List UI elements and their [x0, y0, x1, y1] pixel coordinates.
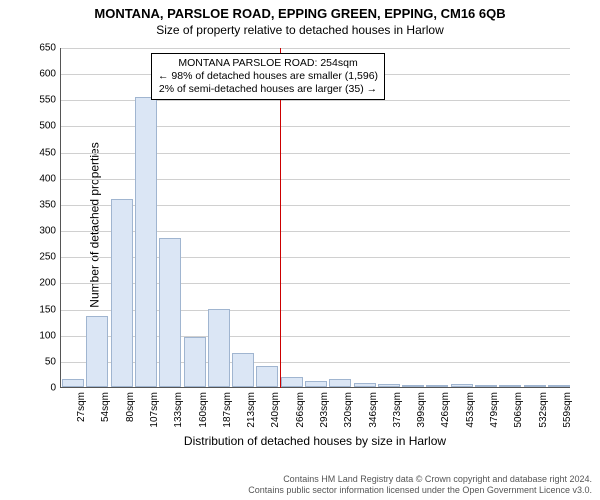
x-tick-label: 453sqm — [465, 392, 476, 432]
x-axis-label: Distribution of detached houses by size … — [60, 434, 570, 448]
histogram-bar — [184, 337, 206, 387]
x-tick-label: 426sqm — [440, 392, 451, 432]
y-tick-label: 250 — [26, 252, 56, 263]
histogram-bar — [111, 199, 133, 387]
histogram-bar — [62, 379, 84, 387]
x-tick-label: 506sqm — [513, 392, 524, 432]
x-tick-label: 266sqm — [295, 392, 306, 432]
y-tick-label: 100 — [26, 330, 56, 341]
histogram-bar — [208, 309, 230, 387]
y-tick-label: 150 — [26, 304, 56, 315]
y-tick-label: 500 — [26, 121, 56, 132]
chart-title: MONTANA, PARSLOE ROAD, EPPING GREEN, EPP… — [0, 0, 600, 21]
x-tick-label: 532sqm — [538, 392, 549, 432]
annotation-line2: ← 98% of detached houses are smaller (1,… — [158, 70, 378, 83]
footer-line1: Contains HM Land Registry data © Crown c… — [248, 474, 592, 485]
histogram-bar — [402, 385, 424, 387]
x-tick-label: 346sqm — [368, 392, 379, 432]
histogram-bar — [354, 383, 376, 387]
x-tick-label: 399sqm — [416, 392, 427, 432]
chart-area: Number of detached properties MONTANA PA… — [60, 48, 570, 413]
histogram-bar — [159, 238, 181, 387]
x-tick-label: 373sqm — [392, 392, 403, 432]
y-tick-label: 350 — [26, 199, 56, 210]
gridline — [61, 48, 570, 49]
histogram-bar — [524, 385, 546, 387]
x-tick-label: 54sqm — [100, 392, 111, 432]
y-tick-label: 50 — [26, 356, 56, 367]
annotation-line3: 2% of semi-detached houses are larger (3… — [158, 83, 378, 96]
x-tick-label: 133sqm — [173, 392, 184, 432]
histogram-bar — [256, 366, 278, 387]
plot-region: MONTANA PARSLOE ROAD: 254sqm ← 98% of de… — [60, 48, 570, 388]
footer-line2: Contains public sector information licen… — [248, 485, 592, 496]
footer-attribution: Contains HM Land Registry data © Crown c… — [248, 474, 592, 496]
histogram-bar — [548, 385, 570, 387]
histogram-bar — [86, 316, 108, 387]
histogram-bar — [378, 384, 400, 387]
x-tick-label: 27sqm — [76, 392, 87, 432]
y-tick-label: 200 — [26, 278, 56, 289]
y-tick-label: 450 — [26, 147, 56, 158]
chart-subtitle: Size of property relative to detached ho… — [0, 21, 600, 37]
y-tick-label: 0 — [26, 383, 56, 394]
y-tick-label: 650 — [26, 43, 56, 54]
y-tick-label: 300 — [26, 226, 56, 237]
histogram-bar — [281, 377, 303, 387]
x-tick-label: 559sqm — [562, 392, 573, 432]
histogram-bar — [329, 379, 351, 387]
x-tick-label: 320sqm — [343, 392, 354, 432]
x-tick-label: 160sqm — [198, 392, 209, 432]
histogram-bar — [475, 385, 497, 387]
y-tick-label: 400 — [26, 173, 56, 184]
annotation-box: MONTANA PARSLOE ROAD: 254sqm ← 98% of de… — [151, 53, 385, 100]
x-tick-label: 80sqm — [125, 392, 136, 432]
histogram-bar — [305, 381, 327, 387]
histogram-bar — [451, 384, 473, 387]
x-tick-label: 213sqm — [246, 392, 257, 432]
annotation-line1: MONTANA PARSLOE ROAD: 254sqm — [158, 57, 378, 70]
histogram-bar — [232, 353, 254, 387]
x-tick-label: 479sqm — [489, 392, 500, 432]
y-tick-label: 550 — [26, 95, 56, 106]
x-tick-label: 293sqm — [319, 392, 330, 432]
y-tick-label: 600 — [26, 69, 56, 80]
x-tick-label: 187sqm — [222, 392, 233, 432]
x-tick-label: 107sqm — [149, 392, 160, 432]
x-tick-label: 240sqm — [270, 392, 281, 432]
histogram-bar — [426, 385, 448, 387]
histogram-bar — [135, 97, 157, 387]
histogram-bar — [499, 385, 521, 387]
